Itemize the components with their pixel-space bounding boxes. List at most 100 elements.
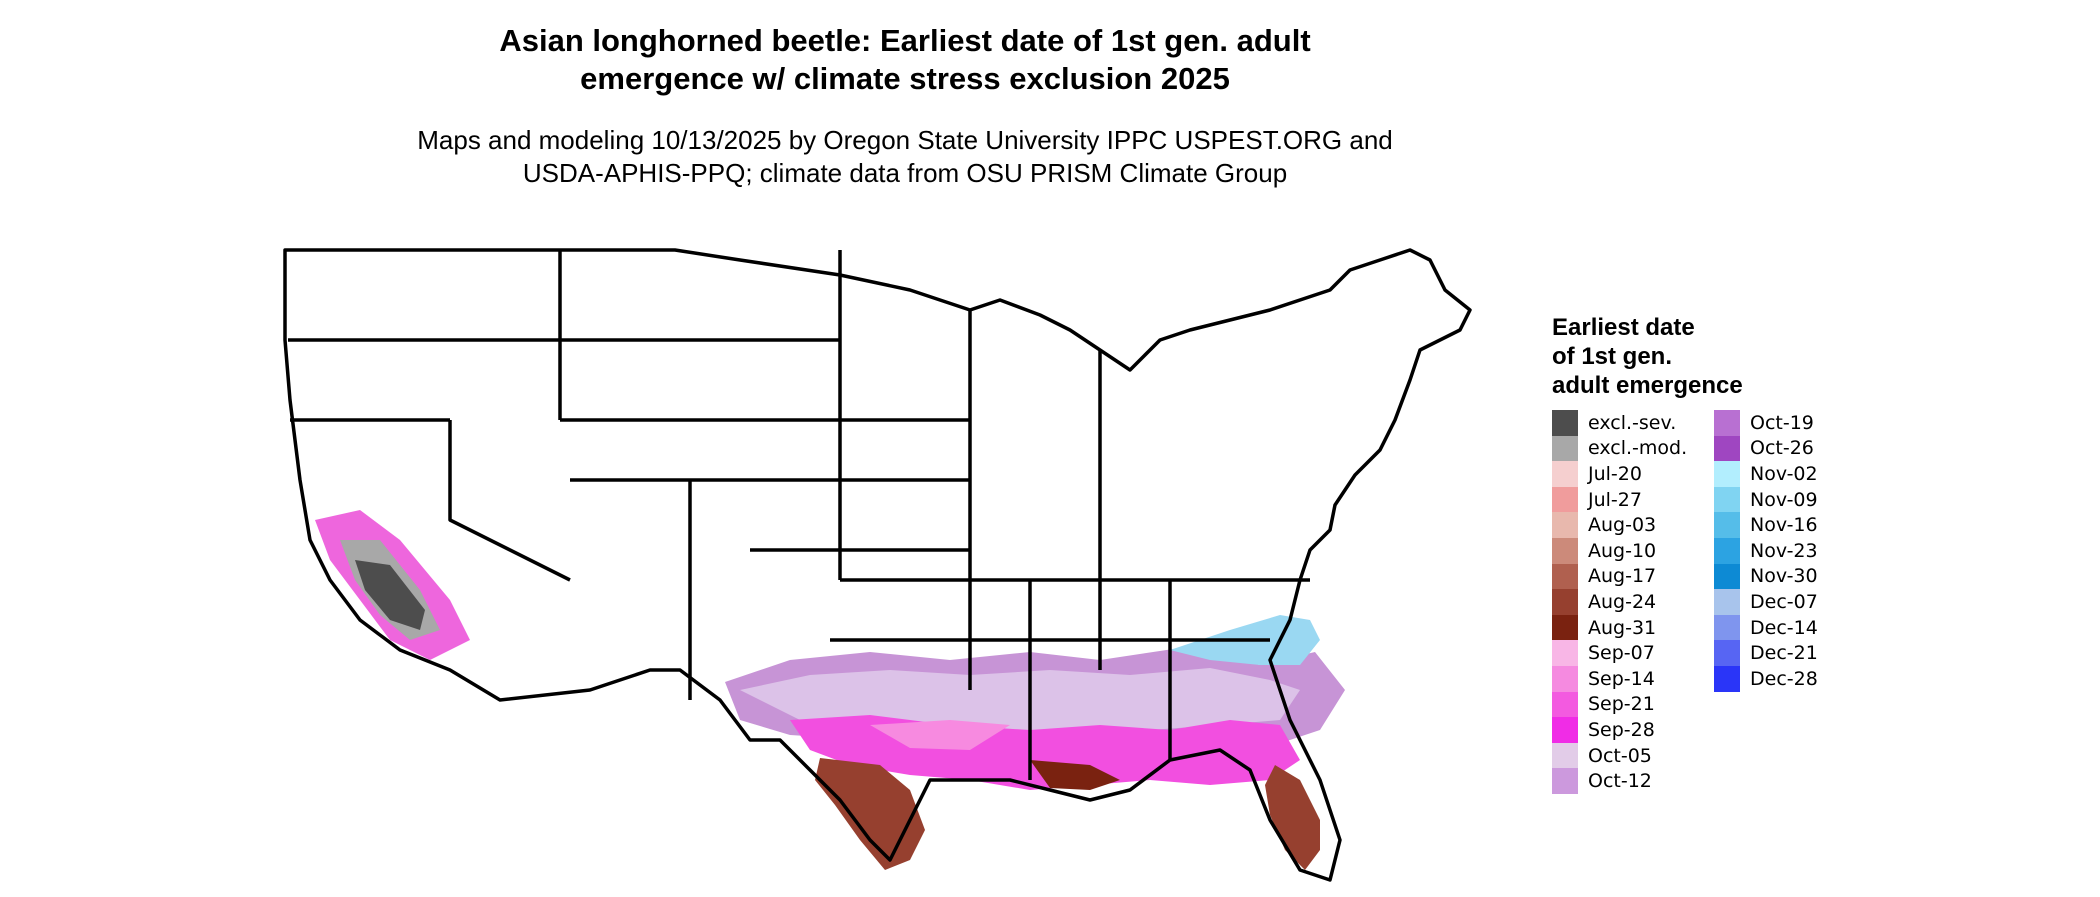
legend-label: Oct-05 bbox=[1588, 744, 1652, 767]
legend-column-2: Oct-19 Oct-26 Nov-02 Nov-09 Nov-16 Nov-23 Nov-… bbox=[1714, 410, 1876, 794]
legend-swatch bbox=[1714, 461, 1740, 487]
legend-label: Nov-30 bbox=[1750, 565, 1818, 588]
legend-item: Nov-23 bbox=[1714, 537, 1876, 564]
legend-swatch bbox=[1552, 691, 1578, 718]
legend-item: Aug-31 bbox=[1552, 614, 1714, 641]
legend-swatch bbox=[1714, 665, 1740, 692]
map-subtitle-line1: Maps and modeling 10/13/2025 by Oregon S… bbox=[417, 125, 1393, 155]
map-legend: Earliest date of 1st gen. adult emergenc… bbox=[1552, 313, 1972, 794]
legend-label: Aug-10 bbox=[1588, 539, 1657, 562]
legend-title-line2: of 1st gen. bbox=[1552, 343, 1673, 370]
legend-swatch bbox=[1714, 614, 1740, 641]
legend-swatch bbox=[1552, 717, 1578, 743]
legend-label: Nov-09 bbox=[1750, 488, 1818, 511]
legend-label: Nov-02 bbox=[1750, 462, 1818, 485]
legend-item: Aug-17 bbox=[1552, 563, 1714, 590]
legend-item: Jul-20 bbox=[1552, 461, 1714, 487]
map-title-line1: Asian longhorned beetle: Earliest date o… bbox=[499, 23, 1311, 58]
legend-item: Jul-27 bbox=[1552, 486, 1714, 513]
legend-label: Aug-31 bbox=[1588, 616, 1657, 639]
legend-swatch bbox=[1714, 410, 1740, 436]
legend-label: Dec-14 bbox=[1750, 616, 1818, 639]
state-outlines bbox=[283, 248, 1472, 882]
legend-item: Sep-14 bbox=[1552, 665, 1714, 692]
legend-item: Dec-07 bbox=[1714, 589, 1876, 615]
legend-label: Aug-03 bbox=[1588, 514, 1657, 537]
legend-title: Earliest date of 1st gen. adult emergenc… bbox=[1552, 313, 1972, 400]
legend-label: Dec-28 bbox=[1750, 667, 1818, 690]
legend-item: Sep-07 bbox=[1552, 640, 1714, 666]
legend-label: Sep-21 bbox=[1588, 693, 1655, 716]
legend-label: Dec-07 bbox=[1750, 590, 1818, 613]
legend-label: Oct-26 bbox=[1750, 437, 1814, 460]
legend-item: Nov-02 bbox=[1714, 461, 1876, 487]
legend-swatch bbox=[1552, 486, 1578, 513]
legend-swatch bbox=[1552, 410, 1578, 436]
legend-label: Nov-23 bbox=[1750, 539, 1818, 562]
legend-swatch bbox=[1552, 589, 1578, 615]
map-subtitle-line2: USDA-APHIS-PPQ; climate data from OSU PR… bbox=[522, 158, 1288, 188]
florida-brown-zone bbox=[1265, 765, 1320, 870]
legend-swatch bbox=[1714, 486, 1740, 513]
legend-item: Nov-09 bbox=[1714, 486, 1876, 513]
legend-item: Aug-10 bbox=[1552, 537, 1714, 564]
legend-label: Oct-19 bbox=[1750, 411, 1814, 434]
legend-item: Sep-28 bbox=[1552, 717, 1714, 743]
legend-swatch bbox=[1552, 640, 1578, 666]
legend-item: Oct-12 bbox=[1552, 768, 1714, 794]
legend-swatch bbox=[1552, 768, 1578, 794]
border-ca-nv bbox=[448, 420, 571, 582]
legend-item: Aug-24 bbox=[1552, 589, 1714, 615]
legend-label: Nov-16 bbox=[1750, 514, 1818, 537]
legend-swatch bbox=[1714, 640, 1740, 666]
legend-swatch bbox=[1552, 614, 1578, 641]
legend-swatch bbox=[1552, 435, 1578, 462]
legend-label: excl.-mod. bbox=[1588, 437, 1688, 460]
legend-item: Dec-14 bbox=[1714, 614, 1876, 641]
southwest-dark-exclusion bbox=[355, 560, 425, 630]
map-subtitle: Maps and modeling 10/13/2025 by Oregon S… bbox=[0, 124, 1810, 190]
emergence-shading bbox=[315, 510, 1345, 870]
legend-item: excl.-mod. bbox=[1552, 435, 1714, 462]
legend-label: excl.-sev. bbox=[1588, 411, 1677, 434]
legend-swatch bbox=[1714, 563, 1740, 590]
legend-swatch bbox=[1552, 512, 1578, 538]
us-map-svg bbox=[283, 248, 1472, 882]
legend-label: Oct-12 bbox=[1588, 770, 1652, 793]
gulf-zone-pink bbox=[870, 720, 1010, 750]
legend-item: Nov-16 bbox=[1714, 512, 1876, 538]
texas-brown-zone bbox=[815, 758, 925, 870]
legend-swatch bbox=[1552, 742, 1578, 769]
legend-swatch bbox=[1552, 537, 1578, 564]
legend-swatch bbox=[1552, 461, 1578, 487]
legend-label: Sep-07 bbox=[1588, 642, 1655, 665]
map-title: Asian longhorned beetle: Earliest date o… bbox=[0, 22, 1810, 98]
legend-column-1: excl.-sev. excl.-mod. Jul-20 Jul-27 Aug-03 Au… bbox=[1552, 410, 1714, 794]
legend-title-line3: adult emergence bbox=[1552, 372, 1743, 399]
legend-label: Aug-17 bbox=[1588, 565, 1657, 588]
legend-label: Dec-21 bbox=[1750, 642, 1818, 665]
legend-item: Aug-03 bbox=[1552, 512, 1714, 538]
legend-label: Sep-28 bbox=[1588, 718, 1655, 741]
legend-item: Dec-28 bbox=[1714, 665, 1876, 692]
legend-label: Jul-20 bbox=[1588, 462, 1642, 485]
legend-label: Jul-27 bbox=[1588, 488, 1642, 511]
us-map bbox=[270, 220, 1520, 892]
louisiana-brown-zone bbox=[1030, 760, 1120, 790]
legend-swatch bbox=[1714, 589, 1740, 615]
legend-columns: excl.-sev. excl.-mod. Jul-20 Jul-27 Aug-03 Au… bbox=[1552, 410, 1972, 794]
legend-swatch bbox=[1714, 512, 1740, 538]
legend-swatch bbox=[1552, 665, 1578, 692]
legend-label: Sep-14 bbox=[1588, 667, 1655, 690]
legend-item: Oct-26 bbox=[1714, 435, 1876, 462]
legend-item: Sep-21 bbox=[1552, 691, 1714, 718]
legend-title-line1: Earliest date bbox=[1552, 314, 1695, 341]
legend-swatch bbox=[1552, 563, 1578, 590]
legend-swatch bbox=[1714, 435, 1740, 462]
legend-item: Dec-21 bbox=[1714, 640, 1876, 666]
legend-label: Aug-24 bbox=[1588, 590, 1657, 613]
us-outline bbox=[283, 248, 1472, 882]
legend-item: Nov-30 bbox=[1714, 563, 1876, 590]
legend-item: excl.-sev. bbox=[1552, 410, 1714, 436]
legend-swatch bbox=[1714, 537, 1740, 564]
